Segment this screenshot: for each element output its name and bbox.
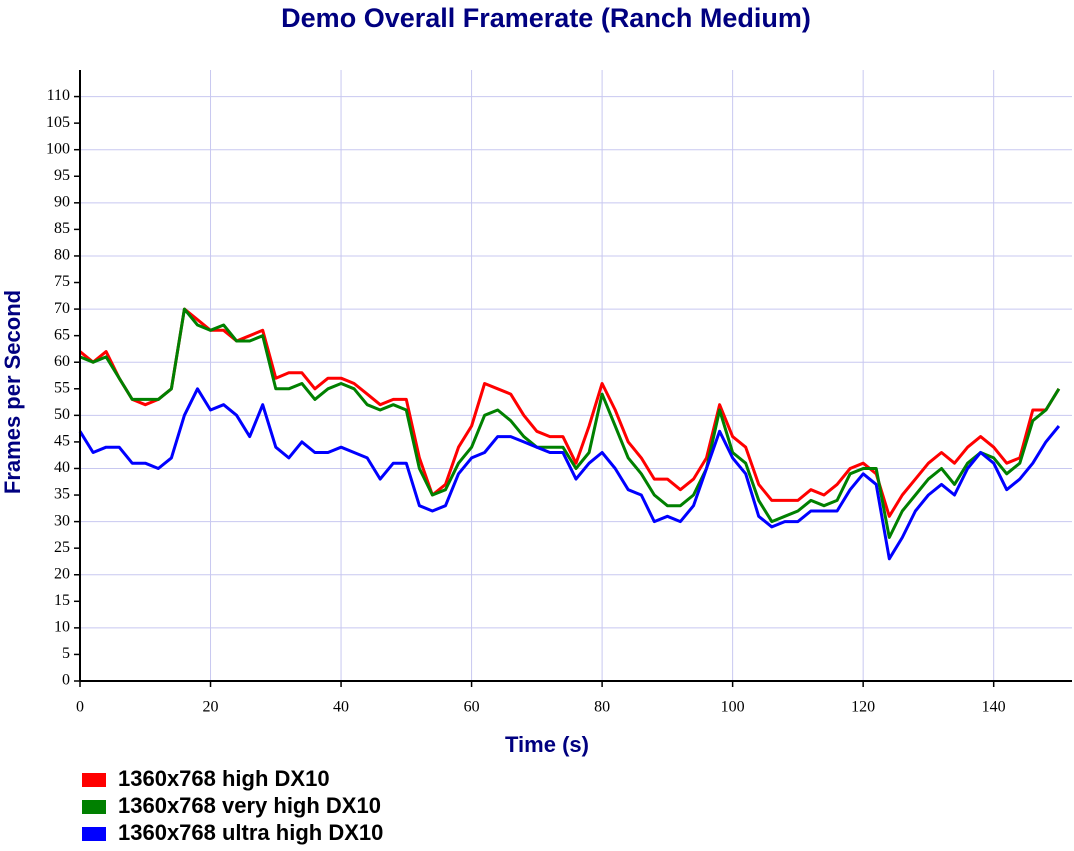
grid: [80, 70, 1072, 681]
y-tick-label: 75: [54, 273, 70, 290]
x-axis-label: Time (s): [505, 732, 589, 757]
y-tick-label: 90: [54, 193, 70, 210]
legend-label: 1360x768 high DX10: [118, 766, 330, 791]
y-tick-label: 110: [47, 87, 70, 104]
y-tick-label: 15: [54, 592, 70, 609]
x-tick-label: 40: [333, 699, 349, 716]
legend-swatch: [82, 827, 106, 841]
y-tick-label: 100: [46, 140, 70, 157]
chart-title: Demo Overall Framerate (Ranch Medium): [281, 3, 811, 33]
x-tick-label: 80: [594, 699, 610, 716]
x-tick-label: 20: [203, 699, 219, 716]
y-tick-label: 65: [54, 326, 70, 343]
legend-swatch: [82, 773, 106, 787]
y-tick-label: 105: [46, 114, 70, 131]
y-tick-label: 55: [54, 379, 70, 396]
y-tick-label: 85: [54, 220, 70, 237]
y-tick-label: 25: [54, 539, 70, 556]
x-tick-label: 60: [464, 699, 480, 716]
series-line: [79, 307, 1061, 518]
x-tick-label: 120: [851, 699, 875, 716]
lines: [78, 307, 1061, 561]
y-tick-label: 35: [54, 486, 70, 503]
x-tick-label: 0: [76, 699, 84, 716]
legend-label: 1360x768 ultra high DX10: [118, 820, 383, 845]
legend-label: 1360x768 very high DX10: [118, 793, 381, 818]
y-tick-label: 70: [54, 300, 70, 317]
x-tick-label: 140: [982, 699, 1006, 716]
y-tick-label: 80: [54, 247, 70, 264]
x-tick-label: 100: [721, 699, 745, 716]
legend-swatch: [82, 800, 106, 814]
y-tick-label: 50: [54, 406, 70, 423]
y-tick-label: 30: [54, 512, 70, 529]
series-line: [78, 387, 1061, 561]
y-tick-label: 60: [54, 353, 70, 370]
series-line: [79, 307, 1061, 539]
y-tick-label: 5: [62, 645, 70, 662]
y-tick-label: 45: [54, 433, 70, 450]
y-tick-label: 0: [62, 672, 70, 689]
y-tick-label: 40: [54, 459, 70, 476]
y-tick-label: 10: [54, 619, 70, 636]
y-axis-label: Frames per Second: [0, 290, 25, 494]
y-tick-label: 95: [54, 167, 70, 184]
y-tick-label: 20: [54, 565, 70, 582]
axes: 0 5 10 15 20 25 30 35 40 45 50 55 60 65 70 75 80 85 90 95 10…: [46, 70, 1072, 716]
